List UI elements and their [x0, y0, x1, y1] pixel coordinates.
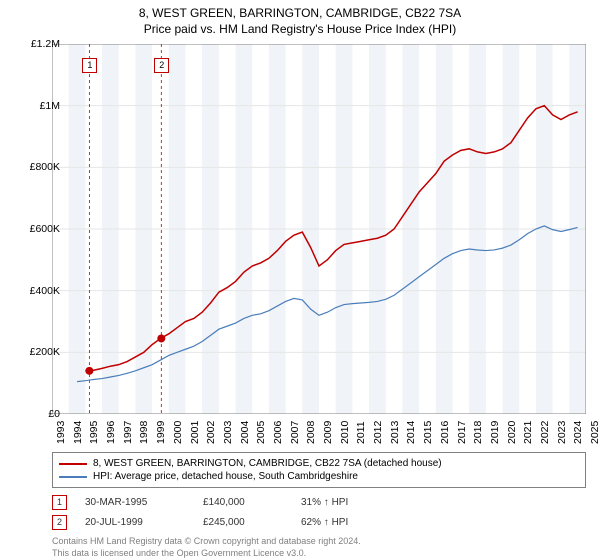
x-axis-label: 2022	[539, 421, 551, 444]
transaction-price: £245,000	[203, 517, 283, 528]
y-axis-label: £800K	[30, 161, 60, 173]
legend-row-hpi: HPI: Average price, detached house, Sout…	[59, 470, 579, 483]
x-axis-label: 1999	[155, 421, 167, 444]
transaction-marker-icon: 2	[52, 515, 67, 530]
footnote: Contains HM Land Registry data © Crown c…	[52, 536, 361, 559]
x-axis-label: 2009	[322, 421, 334, 444]
x-axis-label: 2014	[405, 421, 417, 444]
x-axis-label: 1998	[138, 421, 150, 444]
chart-svg	[52, 44, 586, 414]
legend-label-hpi: HPI: Average price, detached house, Sout…	[93, 471, 358, 482]
x-axis-label: 2002	[205, 421, 217, 444]
transaction-row: 2 20-JUL-1999 £245,000 62% ↑ HPI	[52, 512, 381, 532]
x-axis-label: 1993	[55, 421, 67, 444]
x-axis-label: 2019	[489, 421, 501, 444]
legend-swatch-property	[59, 463, 87, 465]
legend-swatch-hpi	[59, 476, 87, 478]
x-axis-label: 2020	[506, 421, 518, 444]
x-axis-label: 2003	[222, 421, 234, 444]
x-axis-label: 2011	[355, 421, 367, 444]
x-axis-label: 2006	[272, 421, 284, 444]
y-axis-label: £400K	[30, 285, 60, 297]
chart-plot-area	[52, 44, 586, 414]
legend-box: 8, WEST GREEN, BARRINGTON, CAMBRIDGE, CB…	[52, 452, 586, 488]
x-axis-label: 2004	[239, 421, 251, 444]
chart-subtitle: Price paid vs. HM Land Registry's House …	[0, 20, 600, 40]
transaction-date: 20-JUL-1999	[85, 517, 185, 528]
x-axis-label: 2000	[172, 421, 184, 444]
x-axis-label: 1997	[122, 421, 134, 444]
footnote-line2: This data is licensed under the Open Gov…	[52, 548, 361, 560]
x-axis-label: 1996	[105, 421, 117, 444]
transactions-table: 1 30-MAR-1995 £140,000 31% ↑ HPI 2 20-JUL-199…	[52, 492, 381, 532]
transaction-marker-2: 2	[154, 58, 169, 73]
x-axis-label: 2007	[289, 421, 301, 444]
transaction-row: 1 30-MAR-1995 £140,000 31% ↑ HPI	[52, 492, 381, 512]
x-axis-label: 1995	[88, 421, 100, 444]
y-axis-label: £600K	[30, 223, 60, 235]
transaction-hpi: 31% ↑ HPI	[301, 497, 381, 508]
x-axis-label: 2013	[389, 421, 401, 444]
x-axis-label: 2012	[372, 421, 384, 444]
legend-row-property: 8, WEST GREEN, BARRINGTON, CAMBRIDGE, CB…	[59, 457, 579, 470]
legend-label-property: 8, WEST GREEN, BARRINGTON, CAMBRIDGE, CB…	[93, 458, 442, 469]
x-axis-label: 2016	[439, 421, 451, 444]
transaction-marker-icon: 1	[52, 495, 67, 510]
chart-title: 8, WEST GREEN, BARRINGTON, CAMBRIDGE, CB…	[0, 0, 600, 20]
x-axis-label: 2025	[589, 421, 600, 444]
y-axis-label: £1M	[40, 100, 60, 112]
x-axis-label: 2005	[255, 421, 267, 444]
x-axis-label: 2023	[556, 421, 568, 444]
x-axis-label: 2024	[572, 421, 584, 444]
x-axis-label: 2015	[422, 421, 434, 444]
transaction-price: £140,000	[203, 497, 283, 508]
x-axis-label: 2010	[339, 421, 351, 444]
x-axis-label: 1994	[72, 421, 84, 444]
x-axis-label: 2021	[522, 421, 534, 444]
x-axis-label: 2001	[189, 421, 201, 444]
transaction-date: 30-MAR-1995	[85, 497, 185, 508]
x-axis-label: 2018	[472, 421, 484, 444]
y-axis-label: £200K	[30, 346, 60, 358]
x-axis-label: 2017	[456, 421, 468, 444]
footnote-line1: Contains HM Land Registry data © Crown c…	[52, 536, 361, 548]
transaction-hpi: 62% ↑ HPI	[301, 517, 381, 528]
y-axis-label: £1.2M	[31, 38, 60, 50]
transaction-marker-1: 1	[82, 58, 97, 73]
y-axis-label: £0	[48, 408, 60, 420]
x-axis-label: 2008	[305, 421, 317, 444]
